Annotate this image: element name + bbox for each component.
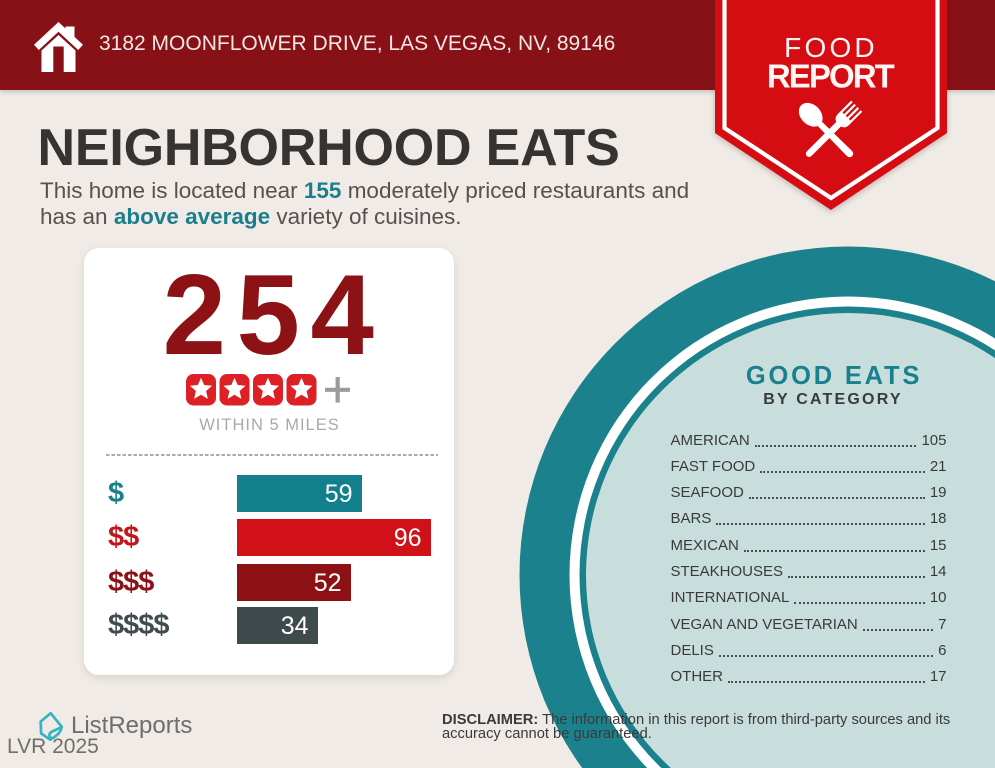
svg-text:FOOD: FOOD — [784, 32, 878, 63]
svg-text:REPORT: REPORT — [767, 58, 895, 95]
